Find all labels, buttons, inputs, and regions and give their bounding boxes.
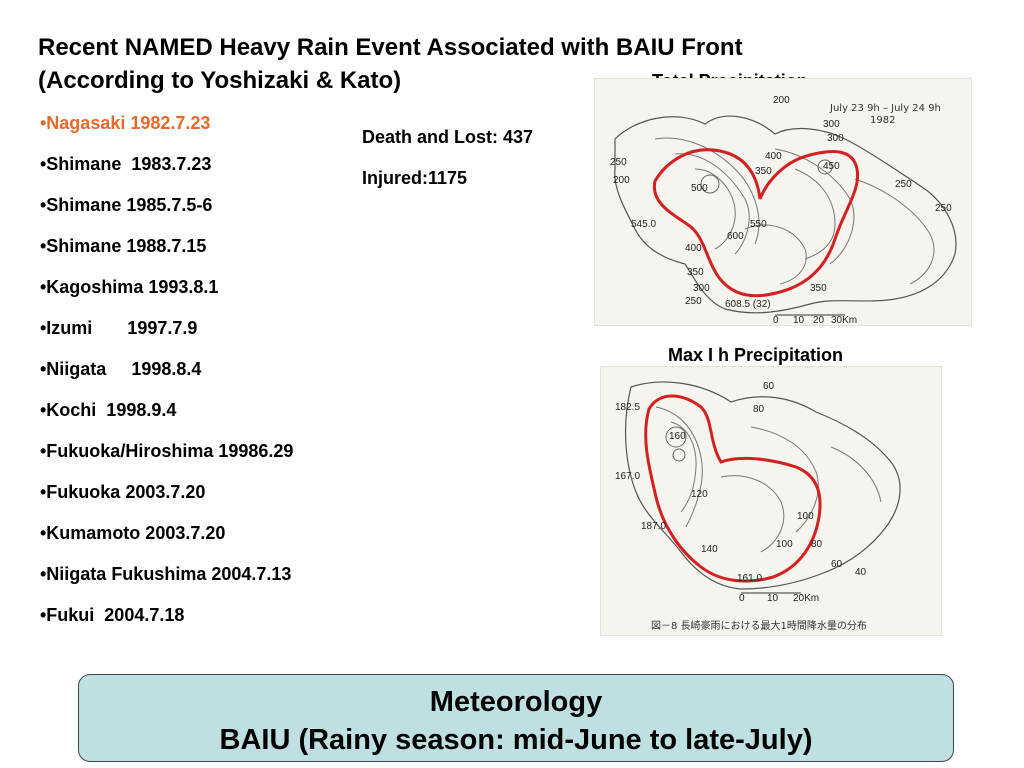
contour-label: 187.0 — [641, 521, 666, 532]
event-item: •Fukuoka 2003.7.20 — [40, 482, 206, 502]
title-line-1: Recent NAMED Heavy Rain Event Associated… — [38, 34, 743, 61]
event-item: •Kagoshima 1993.8.1 — [40, 277, 219, 297]
map1-year: 1982 — [870, 115, 895, 126]
contour-label: 400 — [765, 151, 782, 162]
scale-label: 0 — [773, 315, 779, 325]
contour-label: 545.0 — [631, 219, 656, 230]
event-item: •Fukuoka/Hiroshima 19986.29 — [40, 441, 294, 461]
map2-figure-caption: 図－8 長崎豪雨における最大1時間降水量の分布 — [651, 619, 867, 632]
footer-line-1: Meteorology — [429, 686, 603, 718]
slide-title: Recent NAMED Heavy Rain Event Associated… — [38, 31, 898, 97]
death-stat: Death and Lost: 437 — [362, 127, 534, 147]
event-item: •Nagasaki 1982.7.23 — [40, 113, 211, 133]
total-precipitation-map: 200 300 300 350 400 450 500 550 600 400 … — [594, 78, 972, 326]
contour-label: 250 — [935, 203, 952, 214]
scale-label: 10 — [793, 315, 805, 325]
total-precipitation-svg: 200 300 300 350 400 450 500 550 600 400 … — [610, 95, 957, 325]
contour-label: 40 — [855, 567, 867, 578]
contour-label: 60 — [831, 559, 843, 570]
contour-label: 100 — [776, 539, 793, 550]
contour-label: 60 — [763, 381, 775, 392]
contour-label: 200 — [773, 95, 790, 106]
contour-label: 80 — [811, 539, 823, 550]
contour-label: 80 — [753, 404, 765, 415]
event-item: •Kumamoto 2003.7.20 — [40, 523, 226, 543]
contour-label: 182.5 — [615, 402, 640, 413]
contour-label: 200 — [613, 175, 630, 186]
scale-label: 20Km — [793, 593, 819, 604]
contour-label: 140 — [701, 544, 718, 555]
event-item: •Izumi 1997.7.9 — [40, 318, 198, 338]
event-item: •Fukui 2004.7.18 — [40, 605, 185, 625]
contour-label: 300 — [693, 283, 710, 294]
event-item: •Shimane 1988.7.15 — [40, 236, 207, 256]
contour-label: 161.0 — [737, 573, 762, 584]
contour-label: 250 — [895, 179, 912, 190]
contour-label: 400 — [685, 243, 702, 254]
event-item: •Niigata 1998.8.4 — [40, 359, 202, 379]
max-hourly-precipitation-svg: 60 80 100 120 140 160 182.5 167.0 187.0 … — [615, 381, 901, 632]
contour-label: 350 — [755, 166, 772, 177]
footer-line-2: BAIU (Rainy season: mid-June to late-Jul… — [219, 724, 813, 756]
event-item: •Kochi 1998.9.4 — [40, 400, 177, 420]
event-item: •Shimane 1983.7.23 — [40, 154, 212, 174]
contour-label: 500 — [691, 183, 708, 194]
contour-label: 300 — [827, 133, 844, 144]
injured-stat: Injured:1175 — [362, 168, 468, 188]
footer-banner: Meteorology BAIU (Rainy season: mid-June… — [78, 674, 954, 762]
event-list: •Nagasaki 1982.7.23 •Shimane 1983.7.23 •… — [40, 111, 293, 644]
scale-label: 10 — [767, 593, 779, 604]
event-item: •Niigata Fukushima 2004.7.13 — [40, 564, 292, 584]
scale-label: 30Km — [831, 315, 857, 325]
contour-label: 600 — [727, 231, 744, 242]
map2-caption: Max I h Precipitation — [668, 345, 844, 365]
contour-label: 250 — [685, 296, 702, 307]
max-hourly-precipitation-map: 60 80 100 120 140 160 182.5 167.0 187.0 … — [600, 366, 942, 636]
contour-label: 608.5 (32) — [725, 299, 771, 310]
contour-label: 300 — [823, 119, 840, 130]
scale-label: 0 — [739, 593, 745, 604]
contour-label: 450 — [823, 161, 840, 172]
contour-label: 550 — [750, 219, 767, 230]
contour-label: 350 — [810, 283, 827, 294]
contour-label: 120 — [691, 489, 708, 500]
contour-label: 350 — [687, 267, 704, 278]
contour-label: 167.0 — [615, 471, 640, 482]
contour-label: 250 — [610, 157, 627, 168]
scale-label: 20 — [813, 315, 825, 325]
contour-label: 160 — [669, 431, 686, 442]
event-item: •Shimane 1985.7.5-6 — [40, 195, 213, 215]
contour-label: 100 — [797, 511, 814, 522]
map1-period: July 23 9h – July 24 9h — [829, 103, 941, 114]
title-line-2: (According to Yoshizaki & Kato) — [38, 67, 402, 94]
